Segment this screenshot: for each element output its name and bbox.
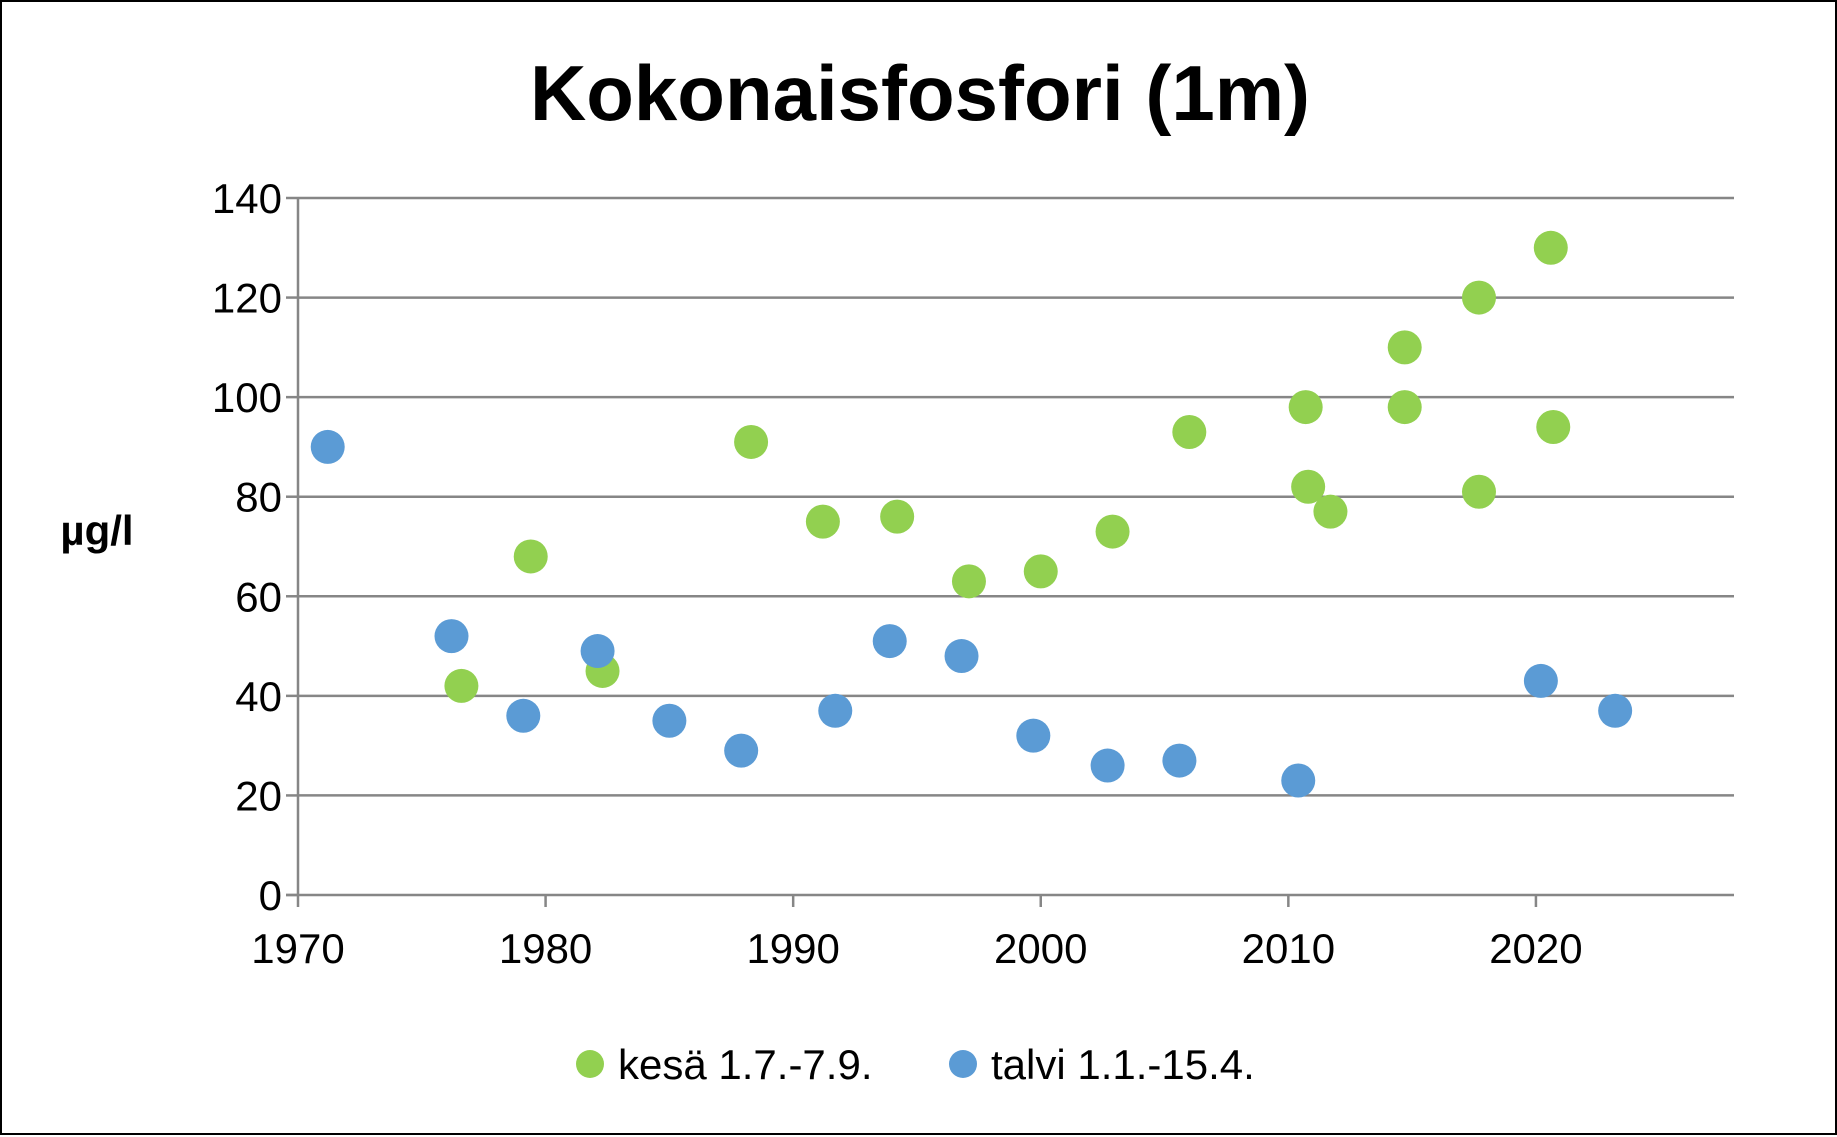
x-tick-label-2010: 2010 [1242, 925, 1335, 972]
y-tick-label-140: 140 [212, 175, 282, 222]
data-point [1387, 330, 1422, 365]
y-tick-labels: 0 20 40 60 80 100 120 140 [212, 175, 282, 919]
data-point [872, 624, 907, 659]
data-point [513, 539, 548, 574]
series-talvi [310, 429, 1633, 798]
data-point [580, 634, 615, 669]
data-point [1461, 474, 1496, 509]
data-point [1162, 743, 1197, 778]
legend-label: kesä 1.7.-7.9. [618, 1041, 872, 1088]
data-point [506, 698, 541, 733]
data-point [1090, 748, 1125, 783]
legend-marker [576, 1050, 604, 1078]
y-tick-label-20: 20 [235, 772, 282, 819]
data-point [1598, 693, 1633, 728]
data-point [1523, 663, 1558, 698]
y-tick-label-100: 100 [212, 374, 282, 421]
data-point [1461, 280, 1496, 315]
data-point [1313, 494, 1348, 529]
x-tick-label-2000: 2000 [994, 925, 1087, 972]
x-tick-label-1980: 1980 [499, 925, 592, 972]
y-tick-label-60: 60 [235, 573, 282, 620]
x-tick-labels: 1970 1980 1990 2000 2010 2020 [251, 925, 1582, 972]
data-point [434, 619, 469, 654]
data-point [724, 733, 759, 768]
x-tick-label-1970: 1970 [251, 925, 344, 972]
data-point [1536, 410, 1571, 445]
gridlines [298, 196, 1734, 797]
data-point [1095, 514, 1130, 549]
data-points [310, 230, 1633, 798]
data-point [652, 703, 687, 738]
data-point [1387, 390, 1422, 425]
data-point [1291, 469, 1326, 504]
data-point [1172, 414, 1207, 449]
y-tick-label-120: 120 [212, 275, 282, 322]
data-point [1288, 390, 1323, 425]
legend-label: talvi 1.1.-15.4. [991, 1041, 1255, 1088]
y-tick-label-80: 80 [235, 474, 282, 521]
data-point [880, 499, 915, 534]
data-point [818, 693, 853, 728]
data-point [1533, 230, 1568, 265]
legend-marker [949, 1050, 977, 1078]
y-tick-label-40: 40 [235, 673, 282, 720]
data-point [1016, 718, 1051, 753]
data-point [1281, 763, 1316, 798]
data-point [951, 564, 986, 599]
series-kesa [444, 230, 1571, 703]
chart-title: Kokonaisfosfori (1m) [530, 49, 1310, 137]
data-point [444, 668, 479, 703]
y-axis-label: µg/l [60, 507, 133, 554]
axes [286, 196, 1734, 907]
x-tick-label-1990: 1990 [746, 925, 839, 972]
y-tick-label-0: 0 [259, 872, 282, 919]
x-tick-label-2020: 2020 [1489, 925, 1582, 972]
legend: kesä 1.7.-7.9. talvi 1.1.-15.4. [576, 1041, 1255, 1088]
data-point [1023, 554, 1058, 589]
data-point [944, 639, 979, 674]
data-point [734, 424, 769, 459]
data-point [310, 429, 345, 464]
data-point [805, 504, 840, 539]
